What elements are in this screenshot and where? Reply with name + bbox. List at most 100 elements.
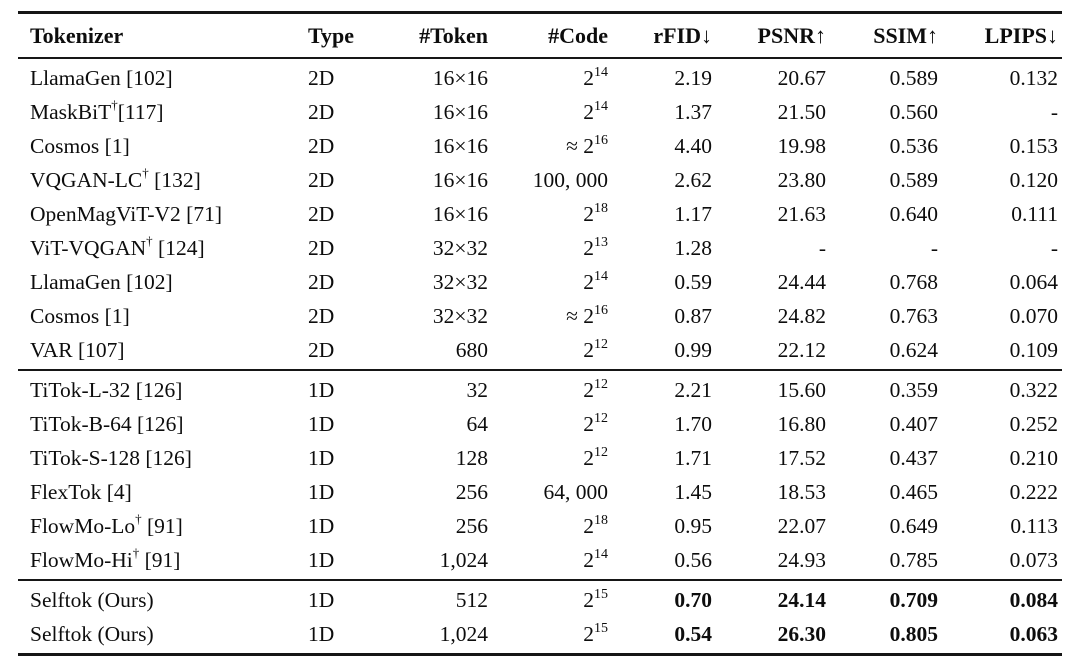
cell-psnr: 24.14 bbox=[777, 588, 826, 612]
cell-code: 215 bbox=[583, 586, 608, 612]
cell-rfid: 4.40 bbox=[674, 134, 712, 158]
cell-psnr: 16.80 bbox=[777, 412, 826, 436]
cell-lpips: 0.222 bbox=[1009, 480, 1058, 504]
table-row: TiTok-S-128 [126] 1D 128 212 1.71 17.52 0.437 0… bbox=[18, 441, 1062, 475]
cell-token: 16×16 bbox=[432, 134, 488, 158]
table-row: Selftok (Ours) 1D 512 215 0.70 24.14 0.709 0.08… bbox=[18, 580, 1062, 617]
cell-token: 32×32 bbox=[432, 236, 488, 260]
cell-code: 212 bbox=[583, 376, 608, 402]
table-row: FlexTok [4] 1D 256 64, 000 1.45 18.53 0.465 0.2… bbox=[18, 475, 1062, 509]
cell-tokenizer: Cosmos [1] bbox=[30, 134, 130, 158]
column-header-code: #Code bbox=[548, 23, 608, 48]
column-header-ssim: SSIM↑ bbox=[873, 23, 938, 48]
cell-psnr: 20.67 bbox=[777, 66, 826, 90]
cell-ssim: 0.768 bbox=[889, 270, 938, 294]
cell-ssim: 0.649 bbox=[889, 514, 938, 538]
cell-tokenizer: FlowMo-Lo† [91] bbox=[30, 510, 183, 538]
cell-psnr: 23.80 bbox=[777, 168, 826, 192]
cell-code: 214 bbox=[583, 64, 608, 90]
cell-ssim: 0.805 bbox=[889, 622, 938, 646]
table-row: LlamaGen [102] 2D 16×16 214 2.19 20.67 0.589 0.… bbox=[18, 58, 1062, 95]
cell-psnr: 22.12 bbox=[777, 338, 826, 362]
cell-tokenizer: VQGAN-LC† [132] bbox=[30, 164, 201, 192]
cell-type: 1D bbox=[308, 480, 335, 504]
cell-type: 2D bbox=[308, 100, 335, 124]
cell-ssim: 0.407 bbox=[889, 412, 938, 436]
cell-tokenizer: TiTok-L-32 [126] bbox=[30, 378, 183, 402]
cell-psnr: 19.98 bbox=[777, 134, 826, 158]
cell-type: 2D bbox=[308, 304, 335, 328]
cell-rfid: 0.95 bbox=[674, 514, 712, 538]
cell-psnr: 17.52 bbox=[777, 446, 826, 470]
cell-psnr: 22.07 bbox=[777, 514, 826, 538]
table-row: VAR [107] 2D 680 212 0.99 22.12 0.624 0.109 bbox=[18, 333, 1062, 370]
cell-rfid: 1.70 bbox=[674, 412, 712, 436]
cell-psnr: 24.44 bbox=[777, 270, 826, 294]
cell-lpips: 0.210 bbox=[1009, 446, 1058, 470]
cell-rfid: 0.54 bbox=[674, 622, 712, 646]
cell-token: 1,024 bbox=[439, 622, 488, 646]
cell-rfid: 2.21 bbox=[674, 378, 712, 402]
cell-tokenizer: Selftok (Ours) bbox=[30, 622, 154, 646]
cell-type: 2D bbox=[308, 66, 335, 90]
cell-psnr: 24.82 bbox=[777, 304, 826, 328]
column-header-tokenizer: Tokenizer bbox=[30, 23, 124, 48]
cell-type: 1D bbox=[308, 548, 335, 572]
header-row: Tokenizer Type #Token #Code rFID↓ PSNR↑ SSIM↑ L… bbox=[18, 13, 1062, 59]
cell-code: 214 bbox=[583, 546, 608, 572]
cell-ssim: 0.763 bbox=[889, 304, 938, 328]
cell-token: 128 bbox=[455, 446, 488, 470]
cell-lpips: 0.064 bbox=[1009, 270, 1058, 294]
cell-psnr: 15.60 bbox=[777, 378, 826, 402]
cell-token: 256 bbox=[455, 480, 488, 504]
cell-lpips: 0.120 bbox=[1009, 168, 1058, 192]
cell-lpips: 0.073 bbox=[1009, 548, 1058, 572]
cell-rfid: 0.70 bbox=[674, 588, 712, 612]
cell-ssim: - bbox=[930, 236, 938, 260]
cell-type: 2D bbox=[308, 134, 335, 158]
cell-psnr: - bbox=[818, 236, 826, 260]
cell-tokenizer: MaskBiT†[117] bbox=[30, 96, 164, 124]
cell-tokenizer: TiTok-B-64 [126] bbox=[30, 412, 184, 436]
cell-lpips: 0.111 bbox=[1011, 202, 1058, 226]
cell-code: 212 bbox=[583, 410, 608, 436]
cell-ssim: 0.560 bbox=[889, 100, 938, 124]
table-row: TiTok-B-64 [126] 1D 64 212 1.70 16.80 0.407 0.2… bbox=[18, 407, 1062, 441]
cell-token: 32×32 bbox=[432, 304, 488, 328]
table-row: Selftok (Ours) 1D 1,024 215 0.54 26.30 0.805 0.… bbox=[18, 617, 1062, 655]
cell-tokenizer: ViT-VQGAN† [124] bbox=[30, 232, 205, 260]
cell-lpips: - bbox=[1050, 236, 1058, 260]
cell-token: 16×16 bbox=[432, 100, 488, 124]
cell-code: 218 bbox=[583, 512, 608, 538]
cell-code: 214 bbox=[583, 98, 608, 124]
cell-rfid: 1.45 bbox=[674, 480, 712, 504]
cell-token: 680 bbox=[455, 338, 488, 362]
cell-tokenizer: TiTok-S-128 [126] bbox=[30, 446, 192, 470]
cell-token: 32 bbox=[466, 378, 489, 402]
table-row: TiTok-L-32 [126] 1D 32 212 2.21 15.60 0.359 0.3… bbox=[18, 370, 1062, 407]
cell-type: 1D bbox=[308, 412, 335, 436]
cell-code: 213 bbox=[583, 234, 608, 260]
column-header-rfid: rFID↓ bbox=[653, 23, 712, 48]
cell-code: 100, 000 bbox=[532, 168, 608, 192]
column-header-type: Type bbox=[308, 23, 355, 48]
cell-rfid: 0.59 bbox=[674, 270, 712, 294]
cell-ssim: 0.709 bbox=[889, 588, 938, 612]
cell-rfid: 1.28 bbox=[674, 236, 712, 260]
tokenizer-comparison-table: Tokenizer Type #Token #Code rFID↓ PSNR↑ SSIM↑ L… bbox=[18, 11, 1062, 656]
cell-psnr: 21.63 bbox=[777, 202, 826, 226]
cell-tokenizer: Cosmos [1] bbox=[30, 304, 130, 328]
cell-tokenizer: LlamaGen [102] bbox=[30, 270, 173, 294]
cell-token: 256 bbox=[455, 514, 488, 538]
cell-ssim: 0.785 bbox=[889, 548, 938, 572]
cell-type: 2D bbox=[308, 338, 335, 362]
cell-lpips: 0.084 bbox=[1009, 588, 1058, 612]
cell-rfid: 0.87 bbox=[674, 304, 712, 328]
cell-type: 2D bbox=[308, 168, 335, 192]
cell-rfid: 0.99 bbox=[674, 338, 712, 362]
cell-ssim: 0.536 bbox=[889, 134, 938, 158]
cell-tokenizer: Selftok (Ours) bbox=[30, 588, 154, 612]
column-header-token: #Token bbox=[419, 23, 488, 48]
cell-code: 215 bbox=[583, 620, 608, 646]
cell-ssim: 0.589 bbox=[889, 168, 938, 192]
